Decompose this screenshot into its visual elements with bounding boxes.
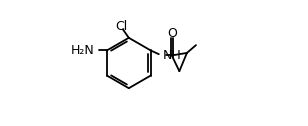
Text: NH: NH (162, 49, 181, 62)
Text: O: O (167, 26, 177, 40)
Text: Cl: Cl (115, 20, 128, 33)
Text: H₂N: H₂N (71, 44, 95, 57)
